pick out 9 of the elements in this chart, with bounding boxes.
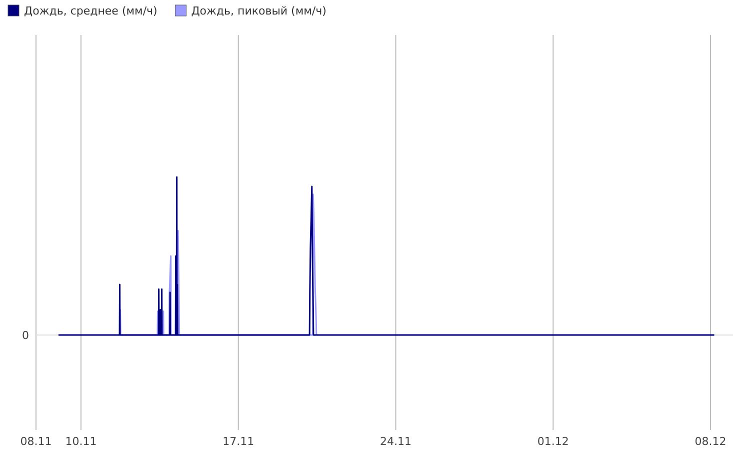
x-tick-label: 01.12: [537, 435, 569, 448]
legend-label: Дождь, среднее (мм/ч): [24, 4, 158, 18]
legend-label: Дождь, пиковый (мм/ч): [191, 4, 326, 18]
x-tick-label: 24.11: [380, 435, 412, 448]
x-tick-label: 08.11: [20, 435, 52, 448]
x-tick-label: 17.11: [222, 435, 254, 448]
text: 0: [22, 329, 29, 342]
x-tick-label: 10.11: [65, 435, 97, 448]
x-tick-label: 08.12: [694, 435, 726, 448]
